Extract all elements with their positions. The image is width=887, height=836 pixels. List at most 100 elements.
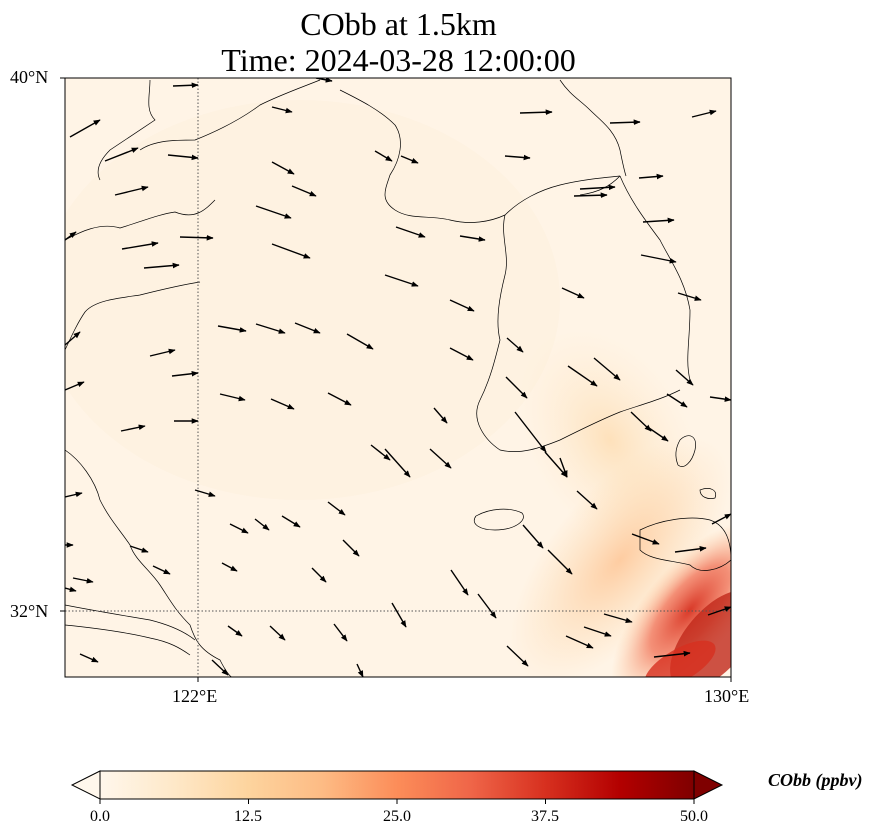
wind-arrow bbox=[291, 185, 317, 197]
wind-arrow bbox=[459, 235, 486, 242]
lat-tick-32N: 32°N bbox=[10, 601, 49, 621]
wind-arrow bbox=[603, 613, 633, 623]
colorbar-tick-2: 25.0 bbox=[383, 808, 411, 825]
wind-arrow bbox=[281, 515, 301, 528]
wind-arrow bbox=[167, 154, 199, 161]
wind-arrow bbox=[219, 393, 246, 402]
wind-arrow bbox=[271, 106, 293, 114]
wind-arrow bbox=[65, 381, 85, 391]
wind-arrow bbox=[576, 490, 598, 510]
wind-arrow bbox=[342, 539, 360, 557]
colorbar-min-extend bbox=[70, 770, 101, 800]
wind-arrow bbox=[522, 524, 544, 549]
colorbar-gradient bbox=[100, 771, 694, 799]
wind-arrow bbox=[65, 491, 83, 498]
wind-arrow bbox=[356, 663, 364, 677]
wind-arrow bbox=[120, 424, 146, 432]
wind-arrow bbox=[677, 292, 702, 301]
colorbar-tick-4: 50.0 bbox=[680, 808, 708, 825]
wind-arrow bbox=[449, 347, 474, 361]
wind-vectors bbox=[65, 78, 731, 677]
wind-arrow bbox=[69, 119, 101, 138]
wind-arrow bbox=[121, 241, 159, 250]
wind-arrow bbox=[519, 109, 553, 115]
wind-arrow bbox=[666, 393, 688, 408]
wind-arrow bbox=[270, 398, 295, 410]
colorbar-tick-3: 37.5 bbox=[531, 808, 559, 825]
wind-arrow bbox=[648, 427, 669, 442]
lon-tick-122E: 122°E bbox=[172, 686, 218, 706]
colorbar-label: CObb (ppbv) bbox=[768, 770, 863, 790]
lon-tick-130E: 130°E bbox=[704, 686, 750, 706]
wind-arrow bbox=[429, 448, 452, 469]
wind-arrow bbox=[449, 299, 475, 312]
wind-arrow bbox=[675, 369, 694, 386]
colorbar-tick-1: 12.5 bbox=[234, 808, 262, 825]
wind-arrow bbox=[152, 565, 171, 575]
wind-arrow bbox=[506, 337, 524, 353]
wind-arrow bbox=[72, 577, 94, 584]
wind-arrow bbox=[384, 274, 419, 287]
wind-arrow bbox=[505, 376, 528, 399]
wind-arrow bbox=[709, 396, 731, 402]
coastlines bbox=[65, 79, 731, 677]
wind-arrow bbox=[311, 567, 327, 583]
wind-arrow bbox=[271, 161, 295, 175]
wind-arrow bbox=[707, 606, 731, 616]
wind-arrow bbox=[567, 365, 598, 387]
wind-arrow bbox=[640, 254, 677, 264]
concentration-field bbox=[65, 78, 731, 677]
wind-arrow bbox=[255, 323, 286, 334]
wind-arrow bbox=[395, 226, 426, 238]
wind-arrow bbox=[565, 635, 594, 649]
wind-arrow bbox=[171, 370, 199, 377]
wind-arrow bbox=[630, 411, 652, 432]
wind-arrow bbox=[642, 217, 675, 224]
wind-arrow bbox=[638, 173, 664, 180]
wind-arrow bbox=[65, 586, 77, 593]
wind-arrow bbox=[333, 623, 348, 642]
wind-arrow bbox=[583, 626, 612, 637]
wind-arrow bbox=[217, 325, 247, 333]
wind-arrow bbox=[104, 147, 139, 162]
wind-arrow bbox=[609, 119, 641, 126]
wind-arrow bbox=[114, 185, 149, 196]
wind-arrow bbox=[294, 322, 321, 334]
wind-arrow bbox=[370, 444, 391, 461]
wind-arrow bbox=[691, 109, 717, 118]
wind-arrow bbox=[579, 184, 616, 191]
wind-arrow bbox=[221, 562, 238, 572]
wind-arrow bbox=[450, 569, 469, 596]
wind-arrow bbox=[384, 448, 411, 478]
wind-arrow bbox=[65, 331, 81, 346]
wind-arrow bbox=[229, 523, 249, 534]
wind-arrow bbox=[506, 645, 529, 667]
wind-arrow bbox=[129, 545, 149, 553]
wind-arrow bbox=[327, 501, 346, 516]
wind-arrow bbox=[149, 348, 176, 357]
wind-arrow bbox=[573, 192, 608, 198]
wind-arrow bbox=[65, 231, 77, 241]
wind-arrow bbox=[374, 150, 393, 162]
map-frame bbox=[64, 77, 732, 678]
wind-arrow bbox=[391, 602, 407, 628]
colorbar-max-extend bbox=[693, 770, 724, 800]
wind-arrow bbox=[327, 392, 352, 406]
wind-arrow bbox=[346, 333, 374, 350]
wind-arrow bbox=[561, 287, 585, 299]
wind-arrow bbox=[400, 155, 419, 164]
wind-arrow bbox=[514, 411, 547, 453]
wind-arrow bbox=[547, 549, 573, 575]
wind-arrow bbox=[172, 82, 199, 89]
wind-arrow bbox=[544, 451, 568, 478]
wind-arrow bbox=[674, 546, 707, 553]
wind-arrow bbox=[504, 154, 531, 161]
map-title-line2: Time: 2024-03-28 12:00:00 bbox=[221, 42, 576, 78]
colorbar-tick-0: 0.0 bbox=[90, 808, 110, 825]
wind-arrow bbox=[631, 533, 660, 545]
wind-arrow bbox=[477, 593, 497, 619]
wind-arrow bbox=[433, 407, 448, 424]
lat-tick-40N: 40°N bbox=[10, 67, 49, 87]
wind-arrow bbox=[254, 518, 270, 531]
